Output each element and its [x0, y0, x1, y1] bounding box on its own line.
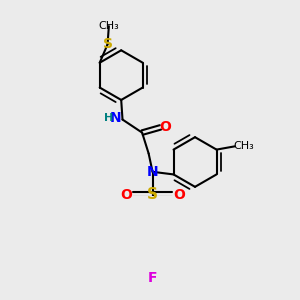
Text: O: O	[173, 188, 184, 202]
Text: S: S	[103, 38, 112, 51]
Text: N: N	[110, 111, 122, 125]
Text: CH₃: CH₃	[98, 21, 119, 31]
Text: H: H	[103, 113, 113, 123]
Text: CH₃: CH₃	[234, 141, 254, 151]
Text: S: S	[147, 187, 158, 202]
Text: O: O	[160, 120, 172, 134]
Text: N: N	[147, 165, 158, 179]
Text: O: O	[121, 188, 132, 202]
Text: F: F	[148, 271, 157, 285]
